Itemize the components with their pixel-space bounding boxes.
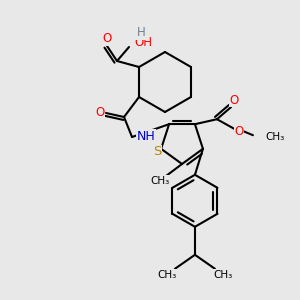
Text: CH₃: CH₃ (213, 270, 232, 280)
Text: S: S (153, 145, 161, 158)
Text: CH₃: CH₃ (150, 176, 170, 186)
Text: OH: OH (134, 37, 152, 50)
Text: NH: NH (136, 130, 155, 142)
Text: O: O (102, 32, 112, 46)
Text: H: H (136, 26, 146, 40)
Text: O: O (95, 106, 105, 118)
Text: O: O (229, 94, 239, 107)
Text: O: O (234, 125, 244, 138)
Text: CH₃: CH₃ (265, 132, 284, 142)
Text: CH₃: CH₃ (157, 270, 177, 280)
